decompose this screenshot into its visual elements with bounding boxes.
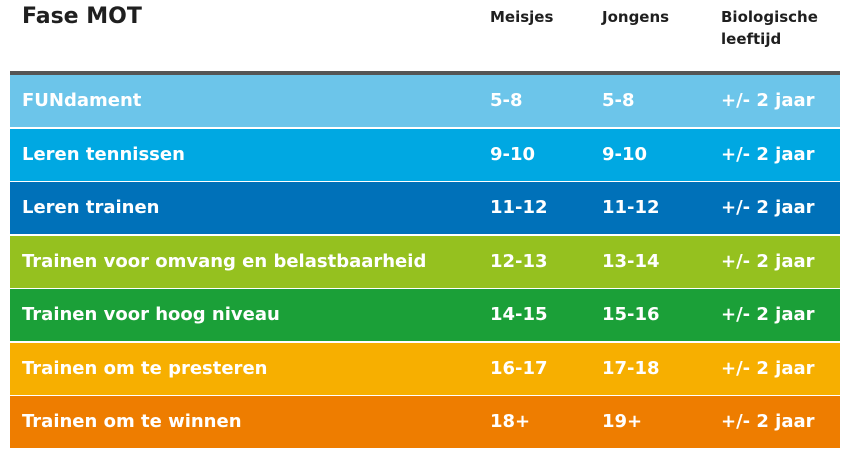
header-biological-age-line1: Biologische <box>721 8 818 26</box>
table-row: Trainen voor hoog niveau 14-15 15-16 +/-… <box>10 289 840 341</box>
girls-age-cell: 9-10 <box>490 143 536 165</box>
phase-cell: FUNdament <box>22 90 142 111</box>
phase-cell: Trainen voor omvang en belastbaarheid <box>22 250 427 272</box>
phase-cell: Leren trainen <box>22 197 160 218</box>
girls-age-cell: 5-8 <box>490 90 523 111</box>
boys-age-cell: 17-18 <box>602 357 660 379</box>
boys-age-cell: 15-16 <box>602 304 660 325</box>
header-biological-age: Biologische leeftijd <box>721 6 841 50</box>
phase-cell: Trainen om te presteren <box>22 357 268 379</box>
biological-age-cell: +/- 2 jaar <box>721 250 815 272</box>
girls-age-cell: 12-13 <box>490 250 548 272</box>
table-row: FUNdament 5-8 5-8 +/- 2 jaar <box>10 75 840 127</box>
phase-cell: Trainen om te winnen <box>22 411 242 432</box>
biological-age-cell: +/- 2 jaar <box>721 304 815 325</box>
header-biological-age-line2: leeftijd <box>721 30 782 48</box>
girls-age-cell: 18+ <box>490 411 531 432</box>
biological-age-cell: +/- 2 jaar <box>721 197 815 218</box>
table-body: FUNdament 5-8 5-8 +/- 2 jaar Leren tenni… <box>10 75 840 450</box>
girls-age-cell: 11-12 <box>490 197 548 218</box>
girls-age-cell: 16-17 <box>490 357 548 379</box>
biological-age-cell: +/- 2 jaar <box>721 143 815 165</box>
table-row: Leren trainen 11-12 11-12 +/- 2 jaar <box>10 182 840 234</box>
boys-age-cell: 5-8 <box>602 90 635 111</box>
boys-age-cell: 13-14 <box>602 250 660 272</box>
table-row: Trainen om te winnen 18+ 19+ +/- 2 jaar <box>10 396 840 448</box>
table-header: Fase MOT Meisjes Jongens Biologische lee… <box>0 0 848 72</box>
header-boys: Jongens <box>602 8 670 26</box>
header-girls: Meisjes <box>490 8 554 26</box>
table-row: Leren tennissen 9-10 9-10 +/- 2 jaar <box>10 128 840 181</box>
boys-age-cell: 11-12 <box>602 197 660 218</box>
phase-cell: Trainen voor hoog niveau <box>22 304 280 325</box>
biological-age-cell: +/- 2 jaar <box>721 90 815 111</box>
table-row: Trainen voor omvang en belastbaarheid 12… <box>10 235 840 288</box>
header-divider <box>10 71 840 75</box>
header-phase: Fase MOT <box>22 4 142 29</box>
biological-age-cell: +/- 2 jaar <box>721 357 815 379</box>
girls-age-cell: 14-15 <box>490 304 548 325</box>
boys-age-cell: 9-10 <box>602 143 648 165</box>
boys-age-cell: 19+ <box>602 411 643 432</box>
biological-age-cell: +/- 2 jaar <box>721 411 815 432</box>
table-row: Trainen om te presteren 16-17 17-18 +/- … <box>10 342 840 395</box>
phase-cell: Leren tennissen <box>22 143 185 165</box>
